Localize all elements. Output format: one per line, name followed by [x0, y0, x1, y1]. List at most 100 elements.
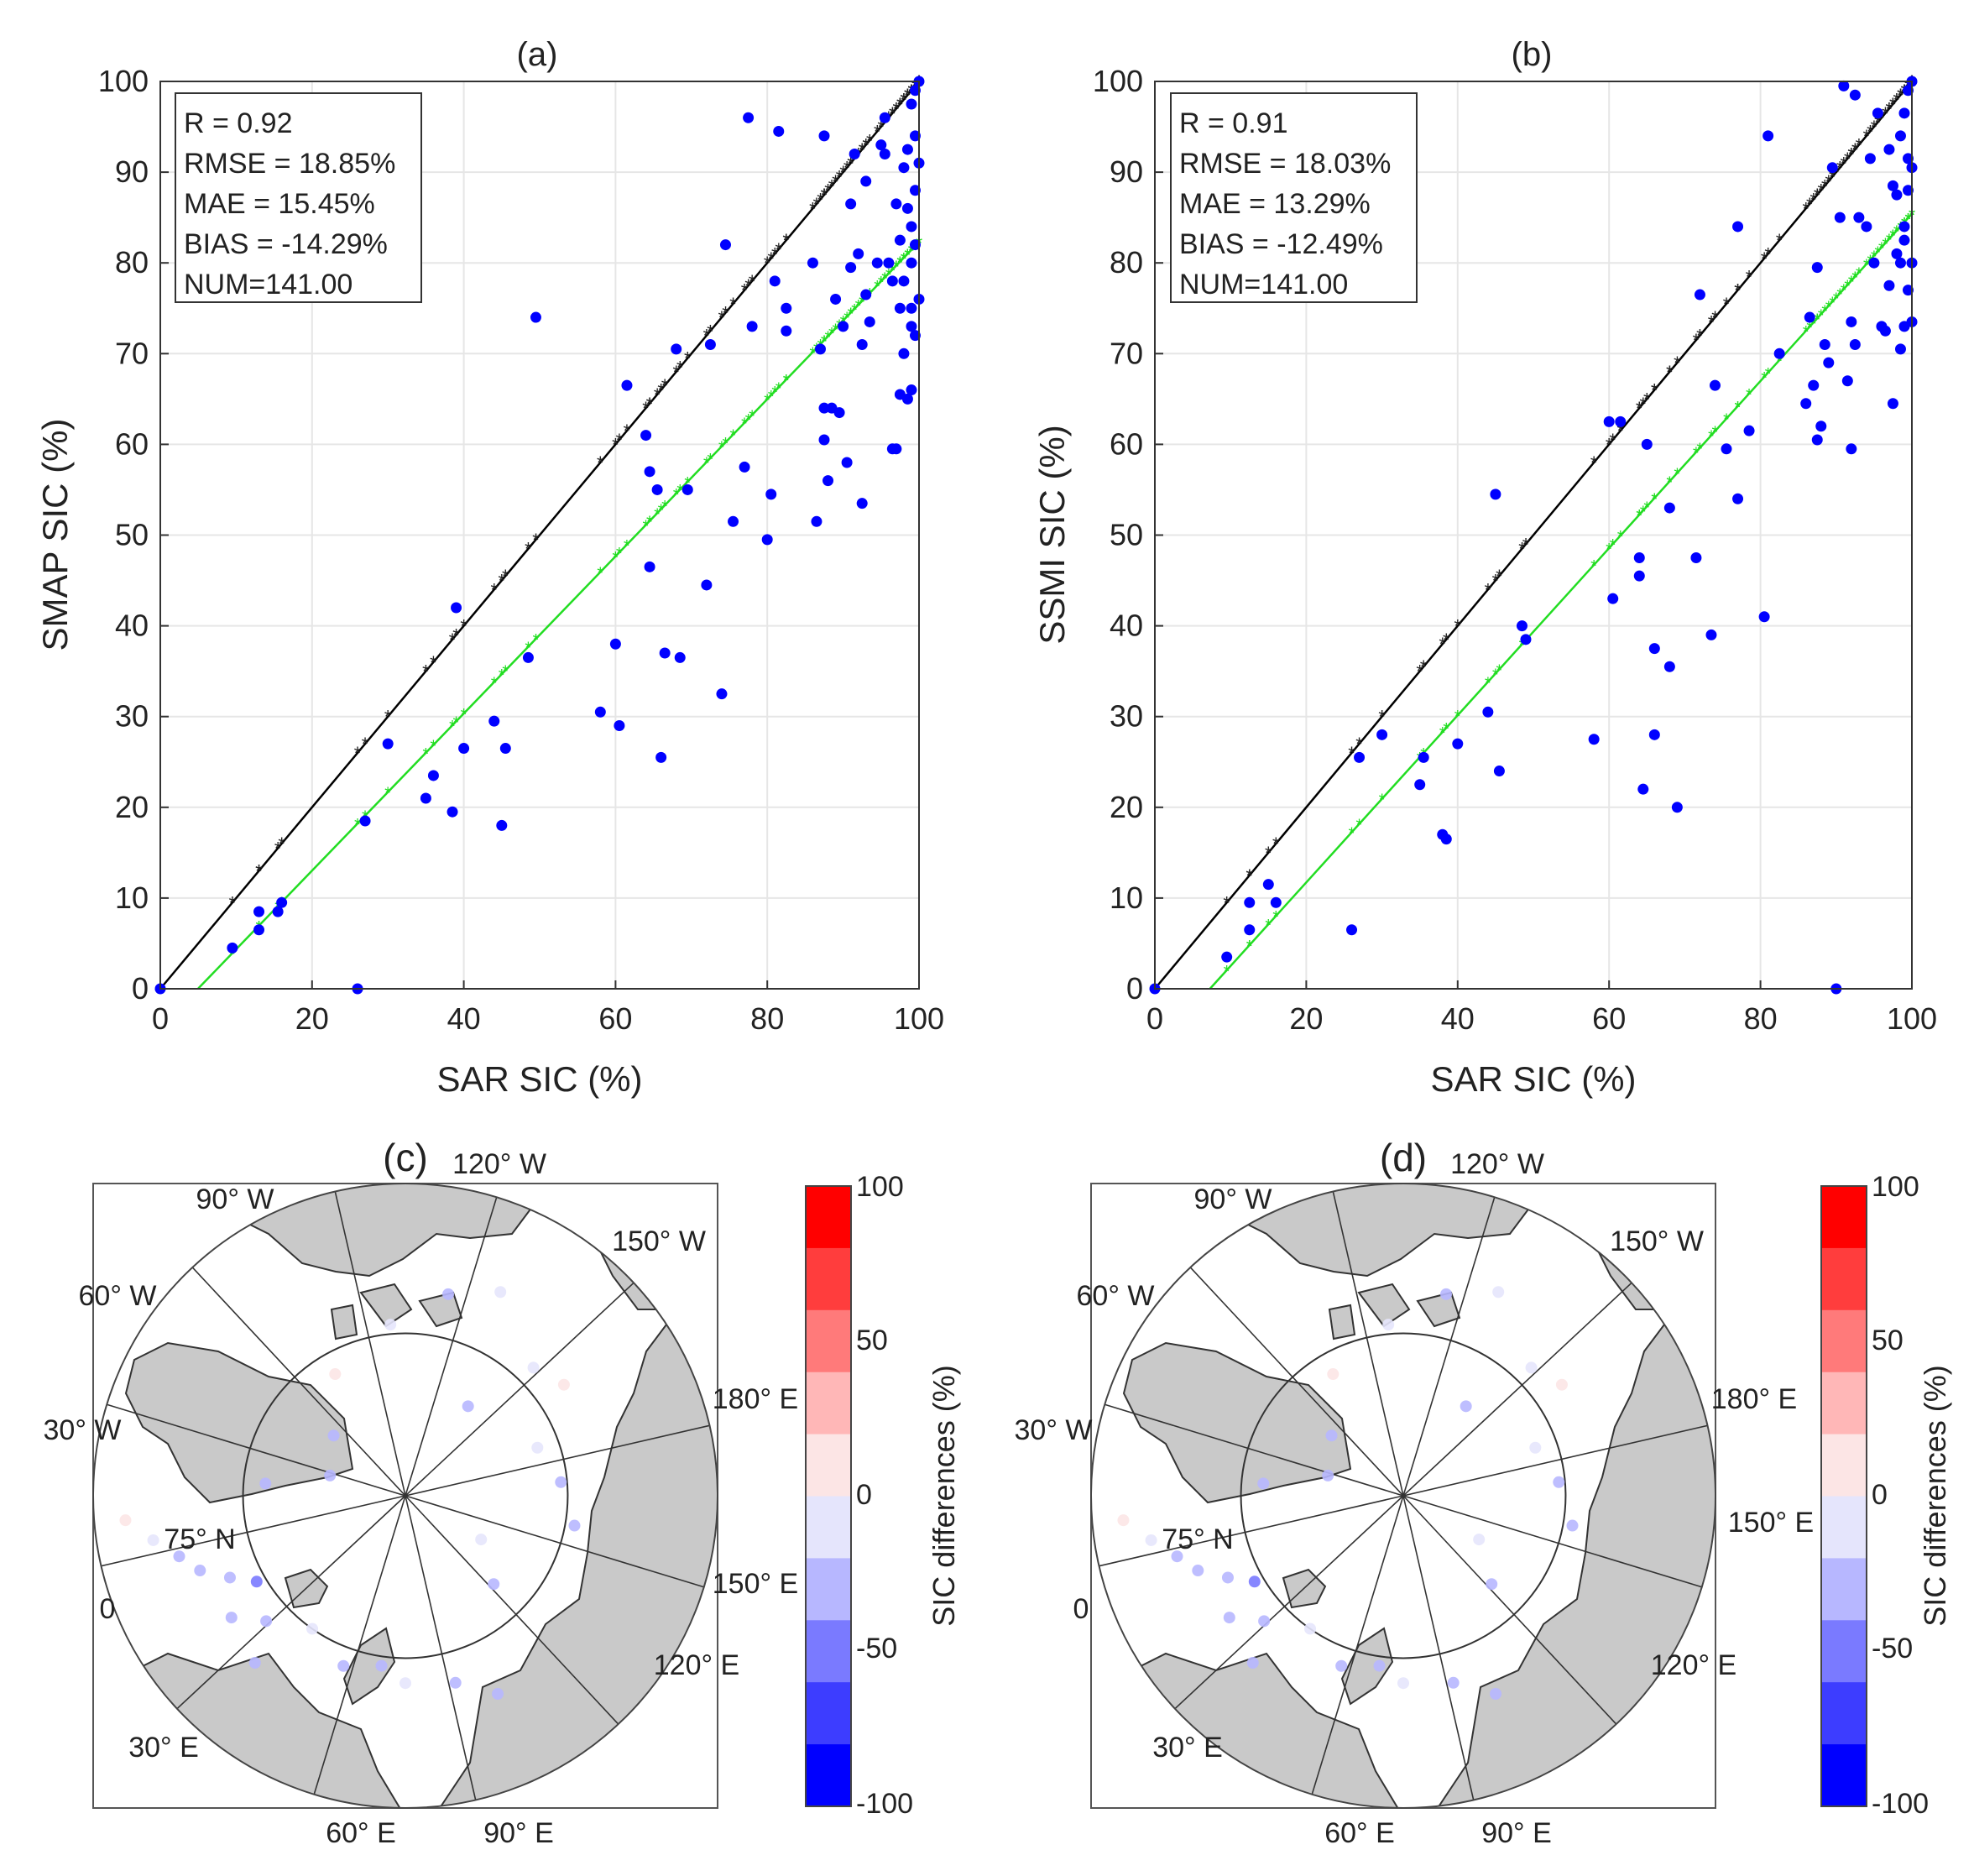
x-tick-label: 100 [894, 1001, 944, 1036]
difference-point [531, 1441, 544, 1454]
data-point [906, 221, 917, 233]
identity-marker: * [1666, 362, 1674, 383]
identity-marker: * [889, 103, 896, 124]
fit-marker: * [1886, 232, 1893, 250]
panel-d-lon-150w: 150° W [1610, 1225, 1704, 1257]
data-point [1732, 221, 1744, 233]
colorbar-band [806, 1372, 851, 1435]
identity-marker: * [847, 153, 854, 174]
fit-marker: * [749, 407, 755, 426]
fit-marker: * [1643, 499, 1650, 517]
identity-marker: * [1851, 139, 1859, 160]
fit-marker: * [1454, 708, 1461, 726]
panel-a-ylabel: SMAP SIC (%) [35, 419, 75, 651]
data-point [1721, 443, 1732, 455]
data-point [1615, 415, 1627, 427]
identity-marker: * [1817, 180, 1825, 201]
data-point [818, 402, 830, 414]
data-point [875, 139, 887, 151]
data-point [1879, 325, 1891, 337]
identity-marker: * [525, 539, 532, 560]
identity-marker: * [859, 139, 866, 160]
fit-marker: * [1492, 666, 1499, 684]
identity-marker: * [839, 162, 847, 183]
identity-marker: * [813, 194, 821, 215]
identity-marker: * [362, 734, 369, 755]
fit-marker: * [1674, 465, 1680, 483]
y-tick-label: 50 [1110, 518, 1143, 552]
data-point [621, 379, 633, 391]
identity-marker: * [1734, 280, 1742, 301]
fit-marker: * [1651, 490, 1658, 509]
data-point [1902, 153, 1914, 165]
y-tick-label: 80 [115, 245, 149, 280]
data-point [883, 257, 895, 269]
data-point [1490, 489, 1501, 500]
data-point [849, 148, 860, 159]
fit-marker: * [1871, 248, 1877, 267]
panel-d-graticule [1099, 1191, 1708, 1800]
identity-marker: * [672, 362, 680, 383]
data-point [655, 751, 667, 763]
polar-map-panel-c: (c) 120° W 90° W 150° W 60° W 180° E 30°… [44, 1136, 961, 1849]
y-tick-label: 20 [115, 790, 149, 824]
fit-marker: * [1723, 411, 1730, 430]
data-point [674, 651, 686, 663]
fit-marker: * [1905, 211, 1912, 229]
fit-marker: * [613, 549, 619, 567]
x-tick-label: 40 [1441, 1001, 1475, 1036]
fit-marker: * [1863, 257, 1870, 275]
fit-marker: * [1818, 306, 1825, 325]
identity-marker: * [1693, 330, 1700, 351]
data-point [382, 738, 394, 750]
fit-marker: * [771, 384, 778, 402]
panel-a-identity-line [159, 81, 920, 990]
panel-d-difference-points [1117, 1286, 1579, 1701]
difference-point [250, 1576, 263, 1588]
fit-marker: * [646, 514, 653, 532]
fit-marker: * [855, 297, 862, 316]
panel-d-cbar-tick-100: 100 [1872, 1171, 1919, 1203]
y-tick-label: 80 [1110, 245, 1143, 280]
fit-marker: * [848, 306, 854, 324]
data-point [359, 815, 371, 827]
identity-marker: * [1378, 707, 1386, 728]
panel-d-lon-90e: 90° E [1481, 1817, 1552, 1849]
identity-marker: * [1889, 94, 1897, 115]
scatter-panel-b: (b) ************************************… [1032, 36, 1937, 1099]
fit-marker: * [1666, 473, 1673, 492]
identity-marker: * [832, 171, 839, 192]
identity-marker: * [771, 243, 779, 264]
difference-point [527, 1361, 540, 1374]
identity-marker: * [1871, 117, 1878, 138]
y-tick-label: 70 [115, 336, 149, 370]
identity-marker: * [1802, 198, 1810, 219]
y-tick-label: 0 [132, 971, 149, 1006]
fit-marker: * [1640, 503, 1647, 521]
data-point [894, 234, 906, 246]
identity-marker: * [901, 90, 908, 111]
fit-marker: * [1735, 399, 1742, 417]
data-point [879, 148, 890, 159]
fit-marker: * [828, 325, 835, 343]
identity-marker: * [1223, 892, 1230, 913]
panel-c-graticule [101, 1191, 710, 1800]
panel-a-title: (a) [517, 36, 558, 73]
data-point [1354, 751, 1366, 763]
panel-d-colorbar-bands [1821, 1186, 1867, 1807]
panel-c-lon-30w: 30° W [44, 1414, 122, 1446]
panel-b-stats-box: R = 0.91 RMSE = 18.03% MAE = 13.29% BIAS… [1170, 92, 1418, 303]
meridian-line [1402, 1197, 1496, 1497]
panel-c-lon-60e: 60° E [326, 1817, 396, 1849]
data-point [909, 130, 921, 142]
identity-marker: * [889, 103, 896, 124]
panel-a-points [154, 76, 925, 995]
difference-point [557, 1378, 570, 1391]
difference-point [306, 1623, 319, 1635]
identity-marker: * [1416, 661, 1423, 682]
data-point [838, 321, 849, 332]
fit-marker: * [1810, 315, 1817, 333]
data-point [890, 198, 902, 210]
panel-d-cbar-tick-50: 50 [1872, 1325, 1904, 1356]
difference-point [492, 1688, 504, 1701]
